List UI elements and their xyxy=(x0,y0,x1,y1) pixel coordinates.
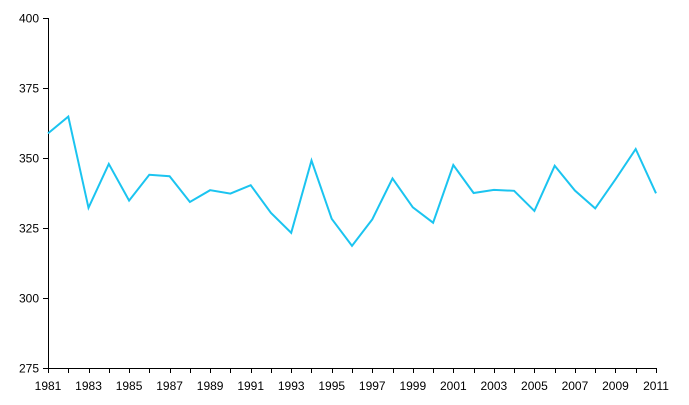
y-tick-label: 275 xyxy=(19,362,39,376)
x-tick-label: 1987 xyxy=(156,379,183,393)
series-group xyxy=(47,114,657,248)
x-tick-label: 1993 xyxy=(278,379,305,393)
x-tick-label: 1999 xyxy=(399,379,426,393)
x-tick-label: 2005 xyxy=(521,379,548,393)
y-tick-label: 325 xyxy=(19,222,39,236)
x-tick-label: 2011 xyxy=(643,379,669,393)
x-tick-label: 2001 xyxy=(440,379,467,393)
y-tick-label: 375 xyxy=(19,82,39,96)
x-tick-label: 1991 xyxy=(237,379,264,393)
y-tick-label: 300 xyxy=(19,292,39,306)
x-tick-label: 2007 xyxy=(562,379,589,393)
axes xyxy=(48,18,656,369)
x-tick-label: 2003 xyxy=(481,379,508,393)
y-ticks: 275 300 325 350 375 400 xyxy=(19,12,48,376)
x-tick-label: 1985 xyxy=(116,379,143,393)
x-tick-label: 2009 xyxy=(602,379,629,393)
x-ticks: 1981 1983 1985 1987 1989 1991 1993 1995 1997 1999… xyxy=(35,368,669,393)
y-tick-label: 400 xyxy=(19,12,39,26)
x-tick-label: 1997 xyxy=(359,379,386,393)
y-tick-label: 350 xyxy=(19,152,39,166)
x-tick-label: 1989 xyxy=(197,379,224,393)
x-tick-label: 1995 xyxy=(318,379,345,393)
x-tick-label: 1983 xyxy=(75,379,102,393)
x-tick-label: 1981 xyxy=(35,379,62,393)
series-line-0 xyxy=(47,114,657,248)
